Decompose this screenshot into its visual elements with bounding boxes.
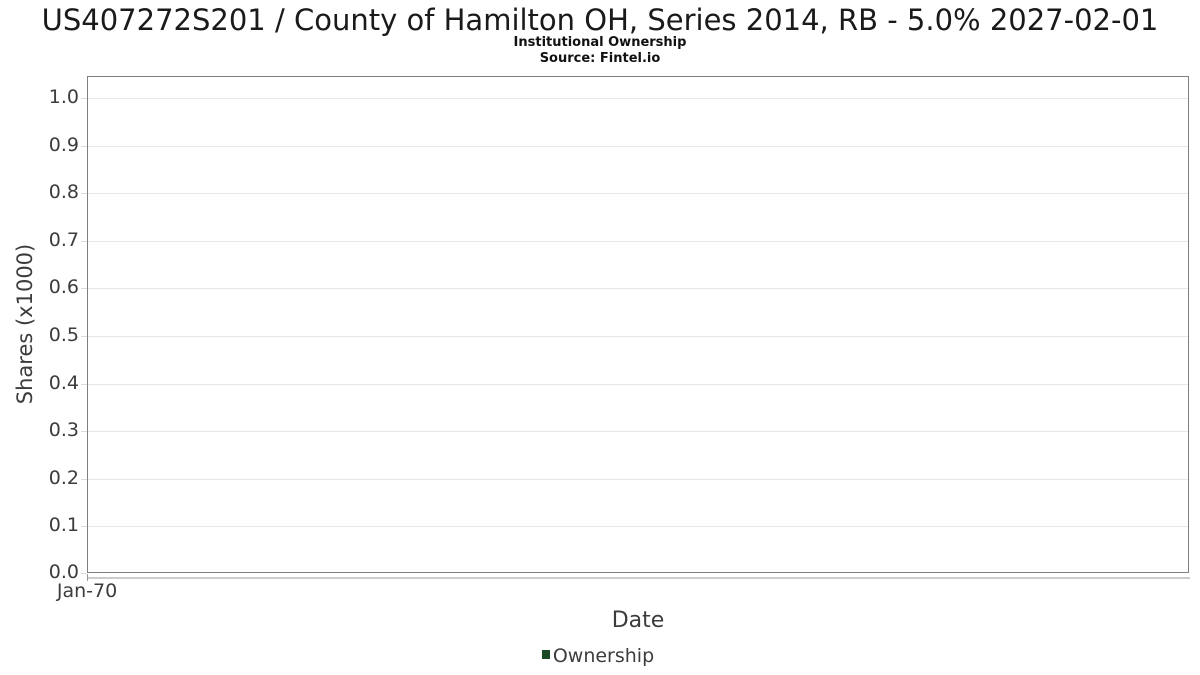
gridline xyxy=(88,193,1188,194)
y-tick-label: 0.7 xyxy=(48,229,79,251)
y-axis-label: Shares (x1000) xyxy=(13,243,37,405)
gridline xyxy=(88,526,1188,527)
gridline xyxy=(88,288,1188,289)
y-tick-label: 0.9 xyxy=(48,134,79,156)
gridline xyxy=(88,336,1188,337)
source-label: Source: Fintel.io xyxy=(539,51,661,66)
gridline xyxy=(88,241,1188,242)
y-tick-label: 0.4 xyxy=(48,372,79,394)
y-tick-mark xyxy=(81,526,87,527)
legend: Ownership xyxy=(0,645,1196,667)
gridline xyxy=(88,384,1188,385)
y-tick-mark xyxy=(81,431,87,432)
y-tick-mark xyxy=(81,479,87,480)
y-tick-mark xyxy=(81,146,87,147)
legend-marker-icon xyxy=(541,650,550,659)
plot-area xyxy=(81,76,1189,574)
y-tick-label: 0.6 xyxy=(48,276,79,298)
y-tick-label: 0.2 xyxy=(48,467,79,489)
legend-label: Ownership xyxy=(552,645,655,667)
y-tick-label: 1.0 xyxy=(48,86,79,108)
y-tick-mark xyxy=(81,193,87,194)
y-tick-label: 0.1 xyxy=(48,514,79,536)
page-title: US407272S201 / County of Hamilton OH, Se… xyxy=(41,3,1159,37)
gridline xyxy=(88,431,1188,432)
y-tick-mark xyxy=(81,288,87,289)
y-tick-mark xyxy=(81,336,87,337)
y-tick-label: 0.8 xyxy=(48,181,79,203)
x-axis-line xyxy=(87,577,1190,579)
y-tick-label: 0.0 xyxy=(48,561,79,583)
gridline xyxy=(88,146,1188,147)
y-tick-mark xyxy=(81,573,87,574)
y-tick-mark xyxy=(81,98,87,99)
chart-subtitle: Institutional Ownership xyxy=(513,35,687,50)
y-tick-mark xyxy=(81,241,87,242)
x-axis-label: Date xyxy=(611,608,665,633)
legend-item-ownership: Ownership xyxy=(541,645,655,667)
y-tick-mark xyxy=(81,384,87,385)
gridline xyxy=(88,479,1188,480)
gridline xyxy=(88,98,1188,99)
y-tick-label: 0.5 xyxy=(48,324,79,346)
y-tick-label: 0.3 xyxy=(48,419,79,441)
x-tick-mark xyxy=(87,574,88,581)
y-axis-tick-labels: 0.0 0.1 0.2 0.3 0.4 0.5 0.6 0.7 0.8 0.9 1.0 xyxy=(0,76,79,583)
x-tick-label: Jan-70 xyxy=(56,580,118,602)
